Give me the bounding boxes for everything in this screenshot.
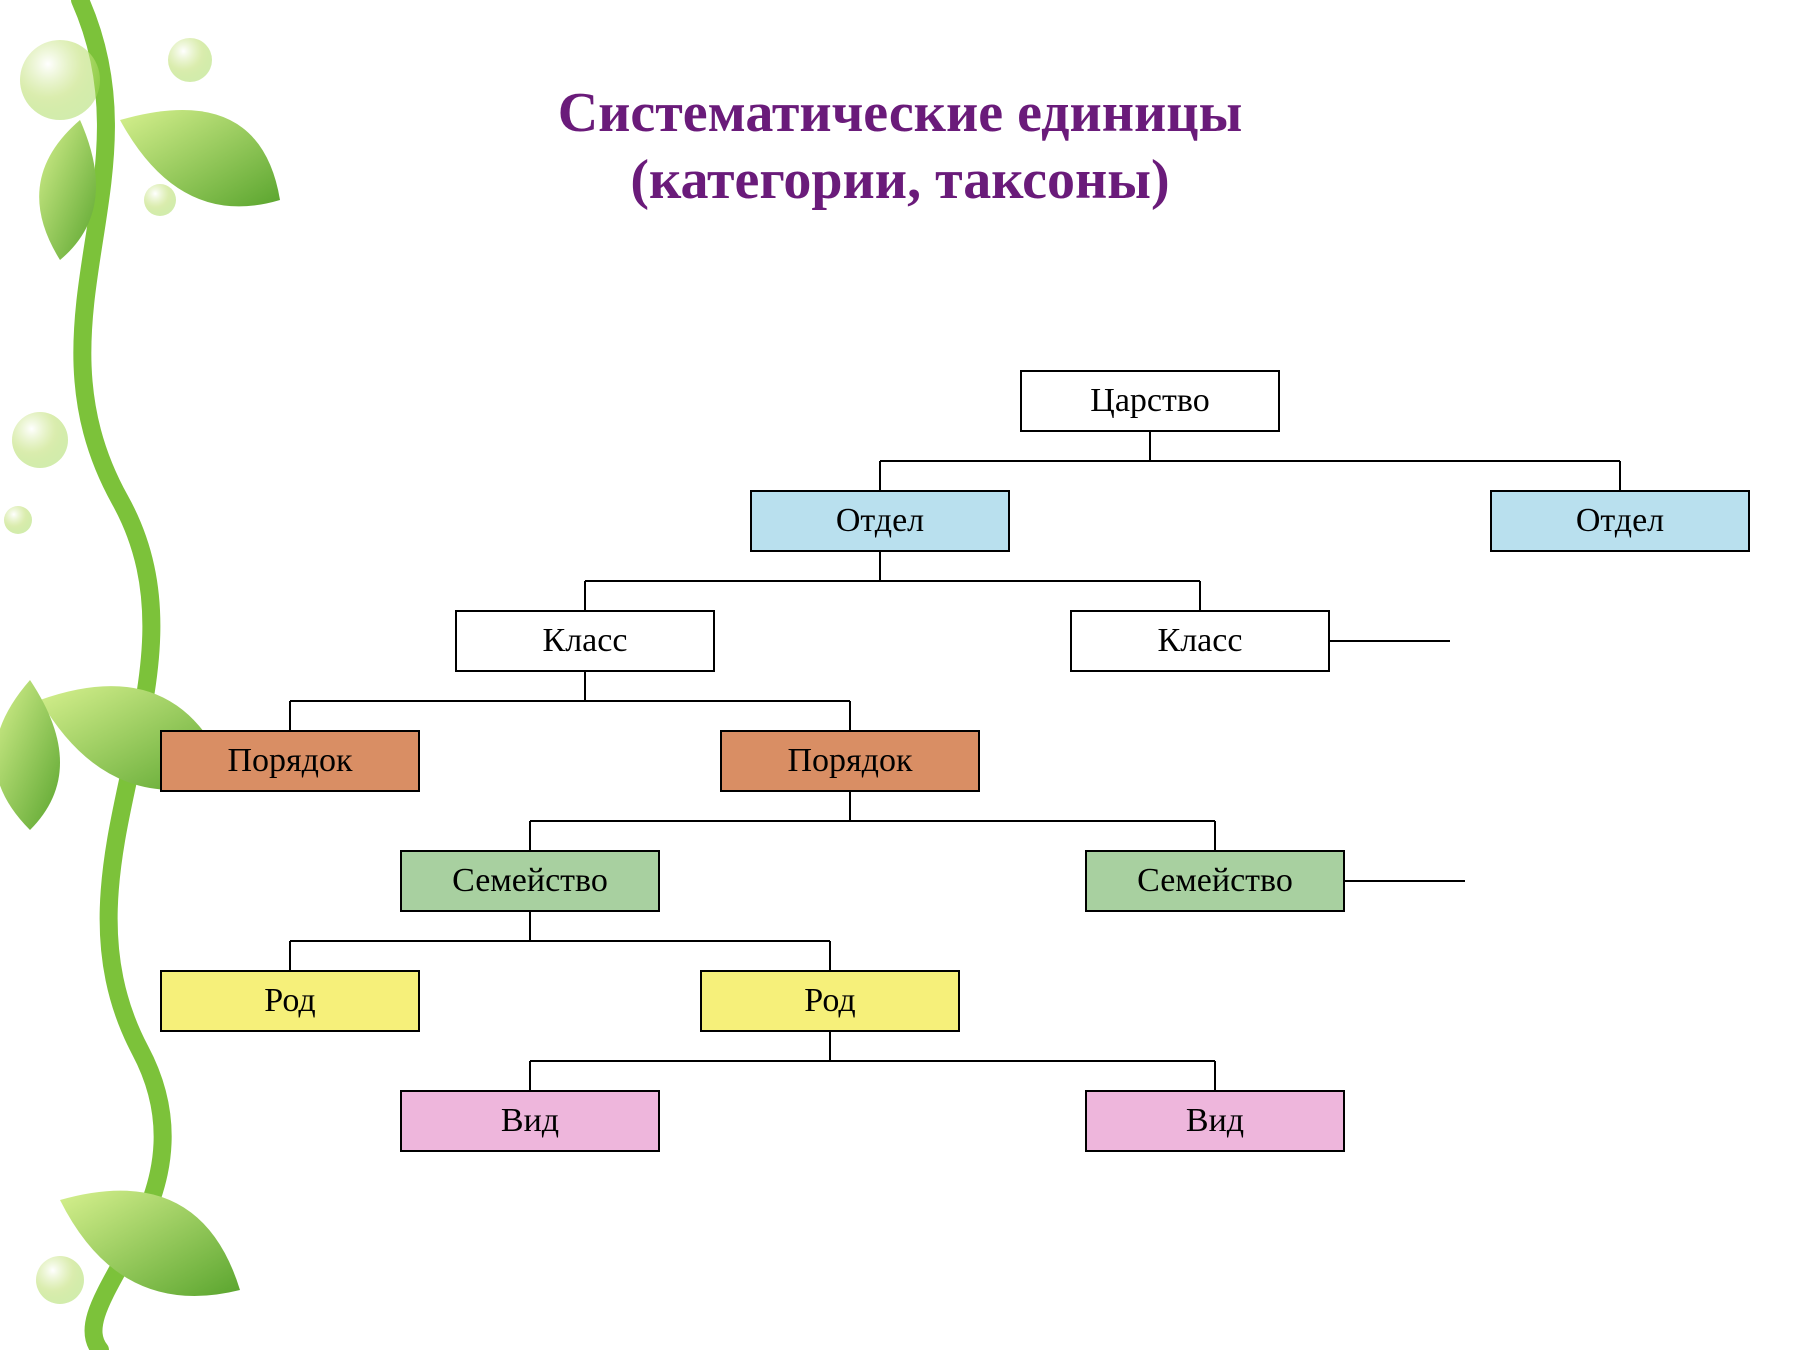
node-kingdom: Царство bbox=[1020, 370, 1280, 432]
node-species1: Вид bbox=[400, 1090, 660, 1152]
node-order1: Порядок bbox=[160, 730, 420, 792]
node-div2: Отдел bbox=[1490, 490, 1750, 552]
node-family1: Семейство bbox=[400, 850, 660, 912]
node-class1: Класс bbox=[455, 610, 715, 672]
node-order2: Порядок bbox=[720, 730, 980, 792]
node-genus2: Род bbox=[700, 970, 960, 1032]
node-species2: Вид bbox=[1085, 1090, 1345, 1152]
node-class2: Класс bbox=[1070, 610, 1330, 672]
taxonomy-diagram: ЦарствоОтделОтделКлассКлассПорядокПорядо… bbox=[0, 0, 1800, 1350]
node-div1: Отдел bbox=[750, 490, 1010, 552]
node-genus1: Род bbox=[160, 970, 420, 1032]
node-family2: Семейство bbox=[1085, 850, 1345, 912]
